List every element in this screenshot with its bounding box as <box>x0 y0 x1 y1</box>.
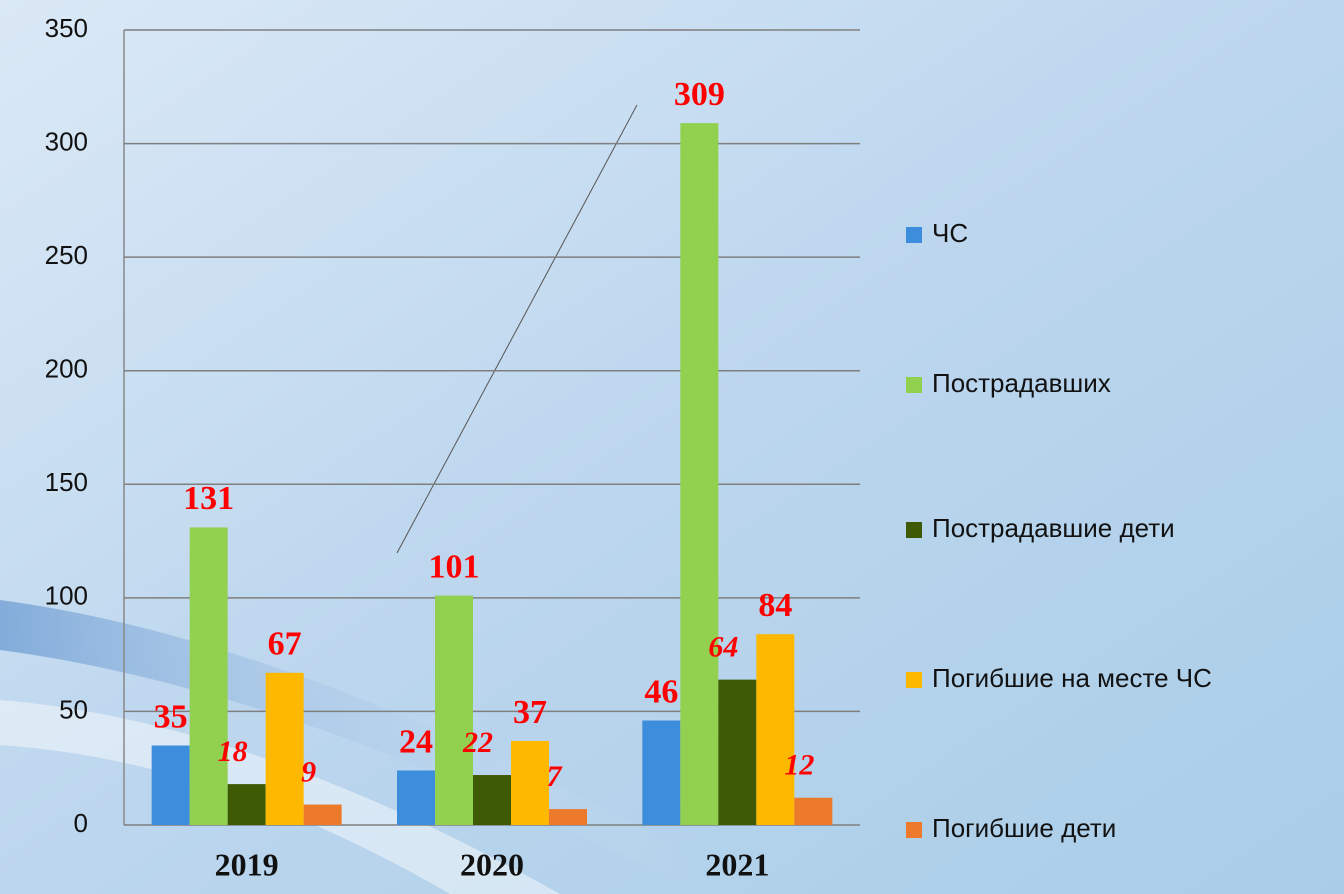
y-tick-label: 0 <box>74 808 88 838</box>
legend-swatch <box>906 522 922 538</box>
legend-label: Погибшие дети <box>932 813 1116 843</box>
bar <box>227 784 266 825</box>
bar <box>511 740 549 825</box>
y-tick-label: 350 <box>45 13 88 43</box>
y-tick-label: 100 <box>45 581 88 611</box>
data-label: 131 <box>183 480 234 517</box>
bar <box>189 527 228 825</box>
data-label: 9 <box>301 755 316 788</box>
data-label: 84 <box>758 587 792 624</box>
y-tick-label: 150 <box>45 467 88 497</box>
decor-line <box>396 104 638 554</box>
legend-label: Погибшие на месте ЧС <box>932 663 1212 693</box>
y-tick-label: 300 <box>45 126 88 156</box>
x-tick-label: 2019 <box>215 846 279 882</box>
data-label: 309 <box>674 76 725 113</box>
data-label: 18 <box>218 735 248 768</box>
legend-swatch <box>906 227 922 243</box>
data-label: 46 <box>644 673 678 710</box>
legend-swatch <box>906 822 922 838</box>
x-tick-label: 2020 <box>460 846 524 882</box>
legend-label: Пострадавших <box>932 368 1111 398</box>
data-label: 101 <box>429 548 480 585</box>
legend-label: ЧС <box>932 218 968 248</box>
data-label: 37 <box>513 694 547 731</box>
bar <box>794 797 833 825</box>
bar <box>549 809 587 825</box>
decor-swoosh <box>0 600 700 894</box>
y-tick-label: 50 <box>59 694 88 724</box>
bar <box>265 672 304 825</box>
data-label: 7 <box>547 760 563 793</box>
y-tick-label: 250 <box>45 240 88 270</box>
bar <box>756 634 795 825</box>
bar <box>680 123 719 826</box>
bar <box>435 595 473 825</box>
y-tick-label: 200 <box>45 354 88 384</box>
data-label: 64 <box>708 631 738 664</box>
x-tick-label: 2021 <box>705 846 769 882</box>
bar <box>718 679 757 825</box>
data-label: 35 <box>154 698 188 735</box>
bar <box>642 720 681 825</box>
legend-label: Пострадавшие дети <box>932 513 1175 543</box>
bar <box>473 775 511 825</box>
data-label: 24 <box>399 723 433 760</box>
bar <box>151 745 190 825</box>
data-label: 12 <box>784 749 814 782</box>
legend-swatch <box>906 377 922 393</box>
bar <box>303 804 342 825</box>
data-label: 67 <box>268 626 302 663</box>
bar <box>397 770 435 825</box>
data-label: 22 <box>462 726 493 759</box>
legend-swatch <box>906 672 922 688</box>
